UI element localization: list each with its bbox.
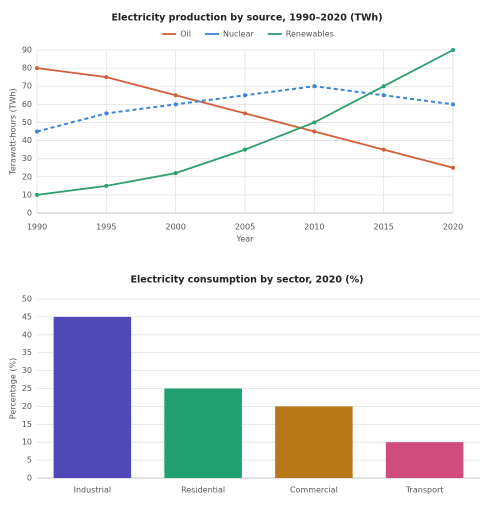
- legend-label: Nuclear: [223, 30, 255, 39]
- x-tick-label: Commercial: [290, 486, 338, 495]
- data-point: [35, 66, 39, 71]
- x-tick-label: Transport: [405, 486, 444, 495]
- y-tick-label: 30: [22, 366, 32, 375]
- y-tick-label: 0: [27, 474, 32, 483]
- y-tick-label: 10: [22, 438, 32, 447]
- data-point: [381, 93, 386, 98]
- y-tick-label: 60: [22, 100, 32, 109]
- y-axis-label: Percentage (%): [9, 358, 18, 419]
- x-tick-label: 2005: [235, 223, 255, 232]
- y-tick-label: 25: [22, 384, 32, 393]
- y-tick-label: 20: [22, 172, 32, 181]
- x-tick-label: Industrial: [74, 486, 112, 495]
- data-point: [104, 111, 109, 116]
- x-axis-label: Year: [236, 235, 255, 244]
- bar: [385, 442, 464, 478]
- data-point: [35, 192, 39, 197]
- data-point: [173, 171, 178, 176]
- x-tick-label: Residential: [181, 486, 225, 495]
- y-tick-label: 5: [27, 456, 32, 465]
- y-tick-label: 40: [22, 330, 32, 339]
- x-tick-label: 1990: [27, 223, 47, 232]
- y-tick-label: 35: [22, 348, 32, 357]
- x-tick-label: 2020: [443, 223, 463, 232]
- y-tick-label: 80: [22, 64, 32, 73]
- data-point: [451, 165, 455, 170]
- data-point: [451, 48, 455, 52]
- bar: [53, 316, 132, 478]
- chart-title: Electricity production by source, 1990–2…: [111, 13, 382, 24]
- legend-label: Oil: [180, 30, 191, 39]
- y-tick-label: 90: [22, 46, 32, 55]
- data-point: [451, 102, 455, 107]
- chart-title: Electricity consumption by sector, 2020 …: [131, 275, 364, 286]
- data-point: [312, 129, 317, 134]
- y-tick-label: 45: [22, 312, 32, 321]
- bar: [275, 406, 353, 478]
- y-tick-label: 20: [22, 402, 32, 411]
- x-tick-label: 2010: [304, 223, 324, 232]
- y-tick-label: 0: [27, 209, 32, 218]
- data-point: [173, 102, 178, 107]
- data-point: [243, 111, 247, 116]
- data-point: [173, 93, 178, 98]
- data-point: [104, 75, 109, 80]
- y-tick-label: 40: [22, 136, 32, 145]
- data-point: [243, 93, 247, 98]
- y-tick-label: 70: [22, 82, 32, 91]
- data-point: [381, 147, 386, 152]
- y-tick-label: 10: [22, 190, 32, 199]
- y-tick-label: 15: [22, 420, 32, 429]
- data-point: [381, 84, 386, 89]
- y-tick-label: 50: [22, 295, 32, 304]
- data-point: [35, 129, 39, 134]
- legend-label: Renewables: [286, 30, 334, 39]
- x-tick-label: 2015: [373, 223, 393, 232]
- bar: [164, 388, 242, 478]
- data-point: [312, 84, 317, 89]
- y-tick-label: 50: [22, 118, 32, 127]
- data-point: [312, 120, 317, 125]
- data-point: [104, 183, 109, 188]
- x-tick-label: 2000: [165, 223, 185, 232]
- y-tick-label: 30: [22, 154, 32, 163]
- data-point: [243, 147, 247, 152]
- y-axis-label: Terawatt-hours (TWh): [9, 88, 18, 175]
- x-tick-label: 1995: [96, 223, 116, 232]
